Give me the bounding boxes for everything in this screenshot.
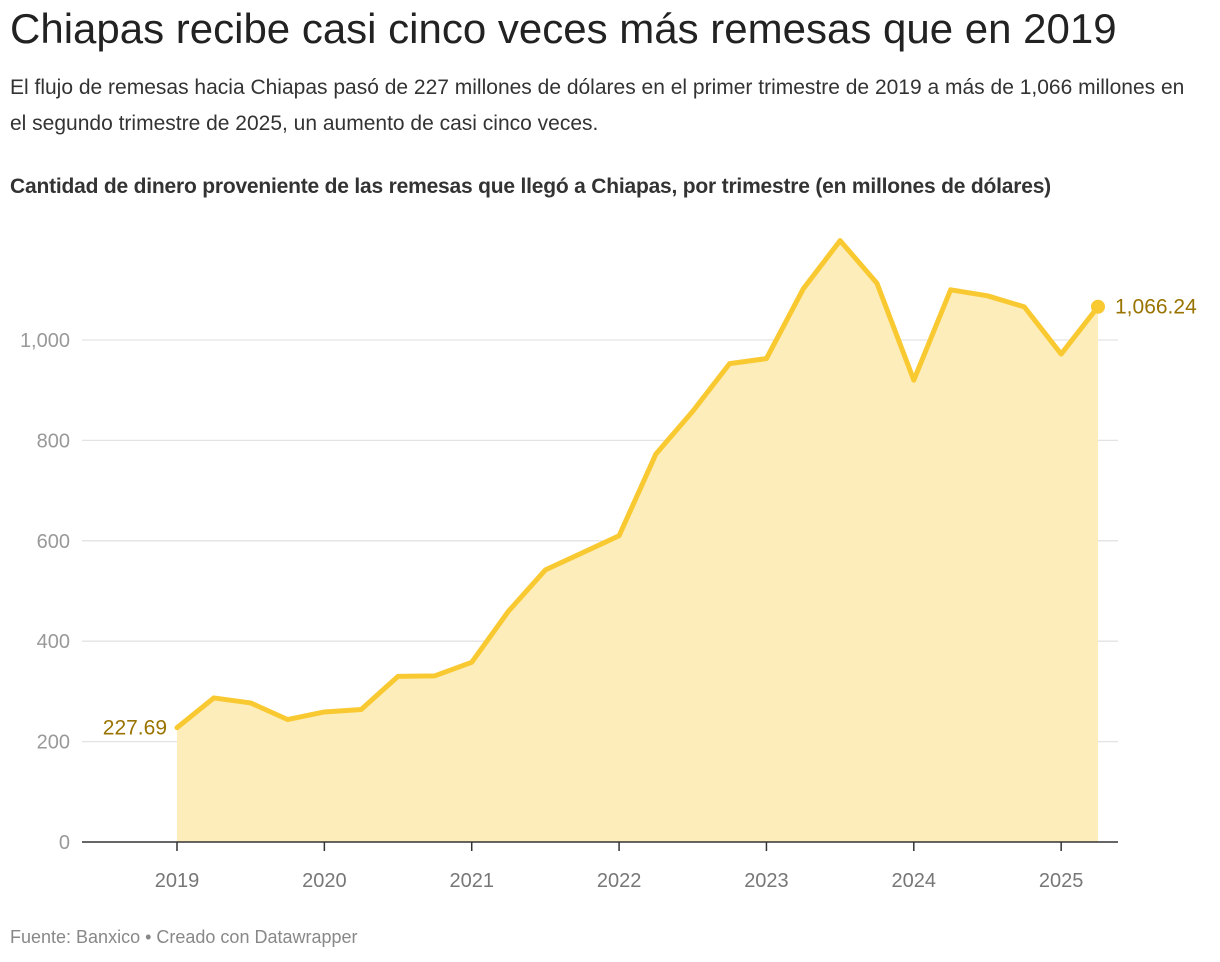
chart-subtitle: El flujo de remesas hacia Chiapas pasó d… bbox=[10, 76, 1185, 135]
x-tick-label: 2021 bbox=[449, 870, 494, 892]
y-tick-label: 600 bbox=[37, 531, 70, 553]
data-point bbox=[543, 567, 548, 572]
y-tick-label: 1,000 bbox=[20, 330, 70, 352]
area-fill bbox=[177, 240, 1098, 842]
data-point bbox=[1059, 352, 1064, 357]
footer-separator: • bbox=[140, 927, 157, 947]
data-point bbox=[911, 378, 916, 383]
y-axis-labels: 0 200 400 600 800 1,000 bbox=[20, 330, 70, 854]
data-point bbox=[506, 609, 511, 614]
footer: Fuente: Banxico • Creado con Datawrapper bbox=[10, 925, 358, 949]
data-point bbox=[396, 674, 401, 679]
y-tick-label: 800 bbox=[37, 430, 70, 452]
data-point bbox=[175, 725, 180, 730]
data-point bbox=[653, 451, 658, 456]
data-point bbox=[359, 707, 364, 712]
data-point bbox=[985, 293, 990, 298]
line-layer bbox=[174, 238, 1105, 731]
data-point bbox=[285, 717, 290, 722]
y-tick-label: 200 bbox=[37, 732, 70, 754]
chart-heading: Cantidad de dinero proveniente de las re… bbox=[10, 175, 1051, 198]
end-value-label: 1,066.24 bbox=[1115, 296, 1197, 319]
data-point bbox=[764, 356, 769, 361]
series-line bbox=[174, 238, 1101, 731]
data-point bbox=[838, 238, 843, 243]
data-point bbox=[874, 281, 879, 286]
data-point bbox=[801, 286, 806, 291]
y-tick-label: 0 bbox=[59, 832, 70, 854]
data-point bbox=[617, 533, 622, 538]
x-tick-label: 2025 bbox=[1039, 870, 1084, 892]
data-point bbox=[211, 695, 216, 700]
x-tick-label: 2024 bbox=[892, 870, 937, 892]
x-tick-label: 2020 bbox=[302, 870, 347, 892]
data-point bbox=[432, 673, 437, 678]
data-point bbox=[948, 287, 953, 292]
data-point bbox=[690, 409, 695, 414]
footer-source: Fuente: Banxico bbox=[10, 927, 141, 947]
x-tick-label: 2019 bbox=[155, 870, 200, 892]
remittances-area-chart: 2019 2020 2021 2022 2023 2024 2025 0 200 400 600 8… bbox=[20, 238, 1197, 892]
data-point bbox=[727, 361, 732, 366]
x-tick-label: 2022 bbox=[597, 870, 642, 892]
data-point bbox=[1022, 304, 1027, 309]
end-point-marker bbox=[1091, 299, 1105, 314]
footer-credit: Creado con Datawrapper bbox=[156, 927, 358, 947]
start-value-label: 227.69 bbox=[103, 717, 167, 740]
data-point bbox=[469, 660, 474, 665]
y-tick-label: 400 bbox=[37, 631, 70, 653]
data-point bbox=[322, 709, 327, 714]
area-layer bbox=[177, 240, 1098, 842]
chart-title: Chiapas recibe casi cinco veces más reme… bbox=[10, 5, 1117, 52]
x-axis: 2019 2020 2021 2022 2023 2024 2025 bbox=[82, 841, 1118, 892]
data-point bbox=[580, 550, 585, 555]
annotations: 227.69 1,066.24 bbox=[103, 296, 1197, 740]
x-tick-label: 2023 bbox=[744, 870, 789, 892]
data-point bbox=[248, 700, 253, 705]
